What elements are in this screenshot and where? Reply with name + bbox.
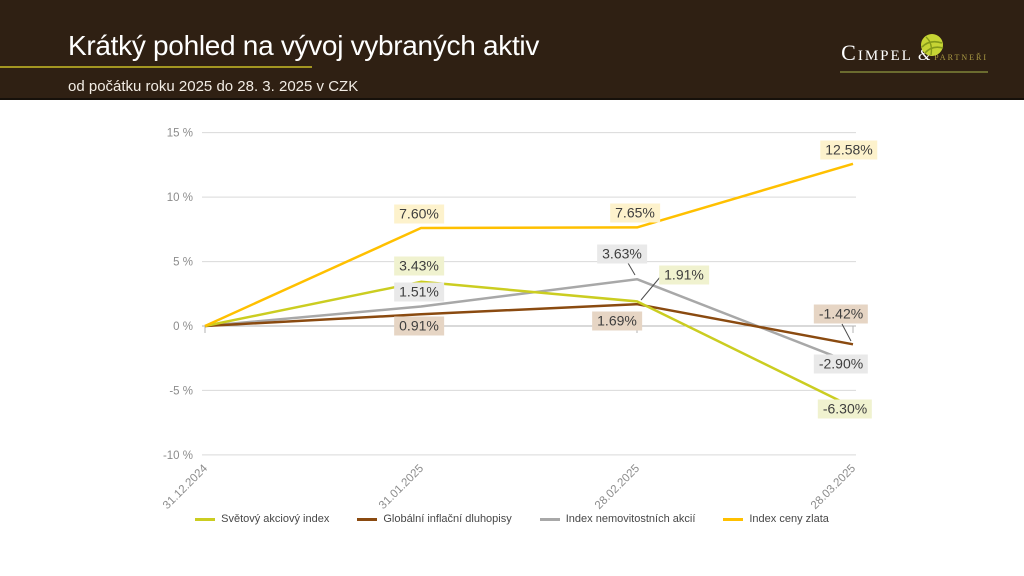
legend-line-swatch bbox=[723, 517, 744, 521]
legend-label: Index ceny zlata bbox=[749, 513, 829, 525]
y-axis-tick-label: 5 % bbox=[173, 257, 193, 269]
legend-item-1: Globální inflační dluhopisy bbox=[357, 513, 512, 525]
x-axis-tick-label: 28.03.2025 bbox=[809, 463, 858, 512]
y-axis-tick-label: 0 % bbox=[173, 321, 193, 333]
title-accent-underline bbox=[0, 66, 312, 68]
series-line-0 bbox=[204, 280, 854, 409]
logo-underline bbox=[840, 71, 988, 73]
x-axis-tick-label: 28.02.2025 bbox=[593, 463, 642, 512]
y-axis-tick-label: -10 % bbox=[163, 450, 193, 462]
x-axis-tick-label: 31.12.2024 bbox=[161, 462, 211, 512]
line-chart: 15 % 10 % 5 % 0 % -5 % -10 % 31.12.2024 31.01.2… bbox=[0, 100, 1024, 576]
logo-suffix: partneři bbox=[934, 49, 988, 63]
legend-line-swatch bbox=[195, 517, 216, 521]
logo-name: Cimpel bbox=[841, 40, 913, 65]
legend-item-0: Světový akciový index bbox=[195, 513, 329, 525]
y-axis-tick-label: -5 % bbox=[169, 385, 193, 397]
slide-header: Krátký pohled na vývoj vybraných aktiv o… bbox=[0, 0, 1024, 100]
label-leader-line bbox=[627, 262, 636, 276]
legend-line-swatch bbox=[539, 517, 560, 521]
chart-canvas: 15 % 10 % 5 % 0 % -5 % -10 %31.12.2024 31.01.2… bbox=[161, 128, 858, 512]
series-line-1 bbox=[204, 302, 854, 346]
label-leader-line bbox=[841, 323, 852, 342]
chart-legend: Světový akciový index Globální inflační d… bbox=[0, 513, 1024, 525]
legend-label: Světový akciový index bbox=[221, 513, 330, 525]
y-axis-tick-label: 10 % bbox=[167, 192, 193, 204]
label-leader-line bbox=[640, 275, 662, 301]
series-line-3 bbox=[204, 162, 854, 328]
legend-label: Globální inflační dluhopisy bbox=[383, 513, 512, 525]
x-axis-tick-label: 31.01.2025 bbox=[377, 463, 426, 512]
legend-item-3: Index ceny zlata bbox=[723, 513, 829, 525]
legend-item-2: Index nemovitostních akcií bbox=[539, 513, 696, 525]
legend-label: Index nemovitostních akcií bbox=[565, 513, 696, 525]
page-title: Krátký pohled na vývoj vybraných aktiv bbox=[68, 30, 540, 61]
y-axis-tick-label: 15 % bbox=[167, 128, 193, 140]
page-subtitle: od počátku roku 2025 do 28. 3. 2025 v CZ… bbox=[68, 78, 359, 95]
company-logo: Cimpel & partneři bbox=[841, 40, 988, 66]
legend-line-swatch bbox=[357, 517, 378, 521]
leaf-ball-icon bbox=[921, 34, 944, 56]
